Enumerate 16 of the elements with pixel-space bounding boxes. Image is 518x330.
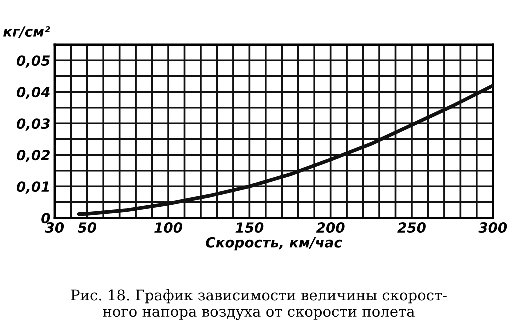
x-tick-label: 30	[45, 222, 64, 234]
text: Рис. 18. График зависимости величины скорост- ного напора воздуха от скорости полета	[71, 289, 447, 320]
x-axis-title: Скорость, км/час	[206, 237, 342, 251]
x-tick-label: 100	[154, 222, 183, 234]
x-tick-label: 150	[236, 222, 264, 234]
y-tick-label: 0,04	[16, 87, 50, 100]
y-axis-title: кг/см²	[4, 26, 50, 38]
x-tick-label: 300	[478, 222, 508, 234]
y-tick-label: 0,02	[16, 150, 50, 162]
x-tick-label: 200	[316, 222, 345, 234]
x-tick-label: 250	[398, 222, 426, 234]
y-tick-label: 0,01	[16, 182, 50, 194]
y-tick-label: 0,03	[16, 118, 50, 131]
y-tick-label: 0	[42, 213, 50, 224]
y-tick-label: 0,05	[16, 56, 50, 68]
x-tick-label: 50	[78, 222, 97, 234]
